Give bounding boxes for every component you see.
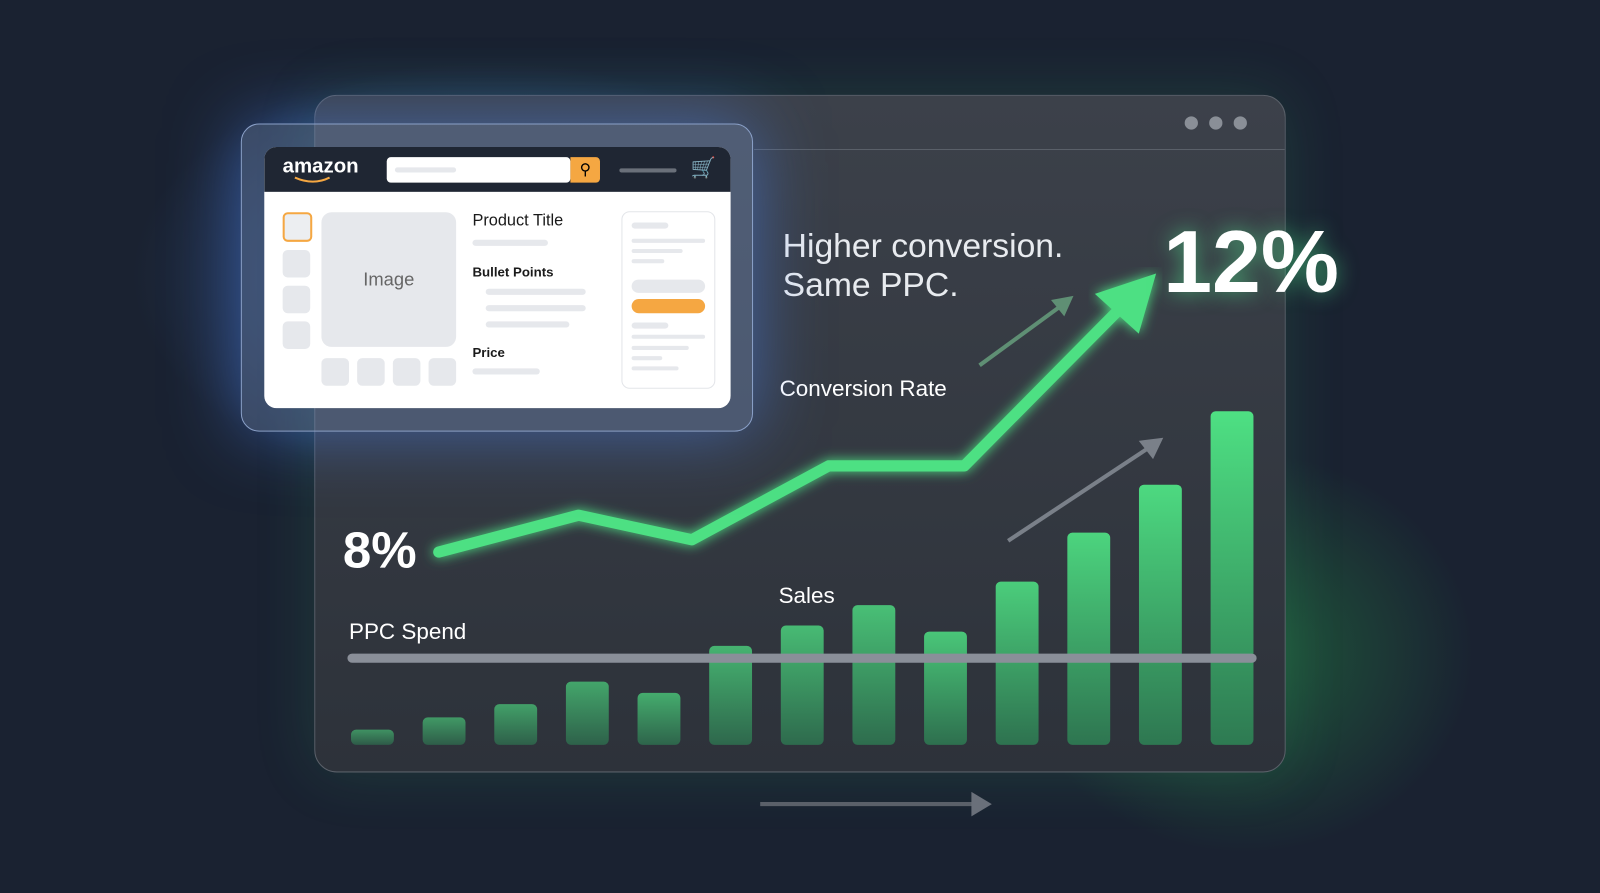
amazon-logo: amazon <box>282 155 359 178</box>
headline-line1: Higher conversion. <box>782 226 1064 265</box>
sales-bar <box>709 645 753 745</box>
amazon-smile-icon <box>294 176 331 183</box>
buy-now-button[interactable] <box>631 298 706 314</box>
conversion-rate-label: Conversion Rate <box>779 375 947 402</box>
buy-box <box>621 211 716 389</box>
ppc-spend-label: PPC Spend <box>348 618 467 644</box>
amazon-nav-bar: amazon ⚲ 🛒 <box>264 146 731 192</box>
arrow-head-icon <box>971 791 992 817</box>
sales-bar <box>1210 411 1254 745</box>
start-value: 8% <box>342 521 417 579</box>
sales-bar <box>637 692 681 745</box>
thumbnail[interactable] <box>282 249 311 278</box>
window-dot-icon <box>1184 116 1198 130</box>
window-dot-icon <box>1233 116 1247 130</box>
conversion-rate-line <box>433 300 1129 558</box>
arrow-head-icon <box>1094 273 1157 334</box>
search-input[interactable] <box>386 157 571 183</box>
sales-label: Sales <box>778 582 835 609</box>
bullet-points-heading: Bullet Points <box>472 264 554 280</box>
sales-bar <box>1067 532 1111 745</box>
arrow-head-icon <box>1051 295 1074 317</box>
headline-line2: Same PPC. <box>782 265 959 304</box>
add-to-cart-button[interactable] <box>631 279 706 293</box>
sales-bar <box>1138 484 1182 745</box>
sales-bar <box>565 681 609 745</box>
panel-header-divider <box>754 148 1285 150</box>
sales-bar <box>852 605 896 745</box>
sales-bar <box>494 704 538 745</box>
search-icon[interactable]: ⚲ <box>570 157 600 183</box>
price-heading: Price <box>472 344 505 361</box>
sales-bar <box>422 717 466 745</box>
thumbnail-selected[interactable] <box>282 212 313 242</box>
trend-arrow-sales <box>1007 443 1155 543</box>
sales-bar <box>995 581 1039 745</box>
thumbnail[interactable] <box>282 321 311 349</box>
amazon-listing-mockup: amazon ⚲ 🛒 Image Product Title Bullet Po… <box>240 123 754 432</box>
arrow-head-icon <box>1138 437 1164 460</box>
product-title: Product Title <box>472 212 564 230</box>
end-value: 12% <box>1163 213 1339 312</box>
cart-icon[interactable]: 🛒 <box>690 157 717 180</box>
product-image: Image <box>321 212 457 347</box>
sales-bar <box>924 631 967 745</box>
trend-arrow-faint <box>978 300 1068 367</box>
sales-bar <box>351 729 394 745</box>
nav-placeholder <box>619 168 677 173</box>
window-dot-icon <box>1209 116 1223 130</box>
sales-bar <box>780 625 824 745</box>
thumbnail[interactable] <box>282 285 311 314</box>
